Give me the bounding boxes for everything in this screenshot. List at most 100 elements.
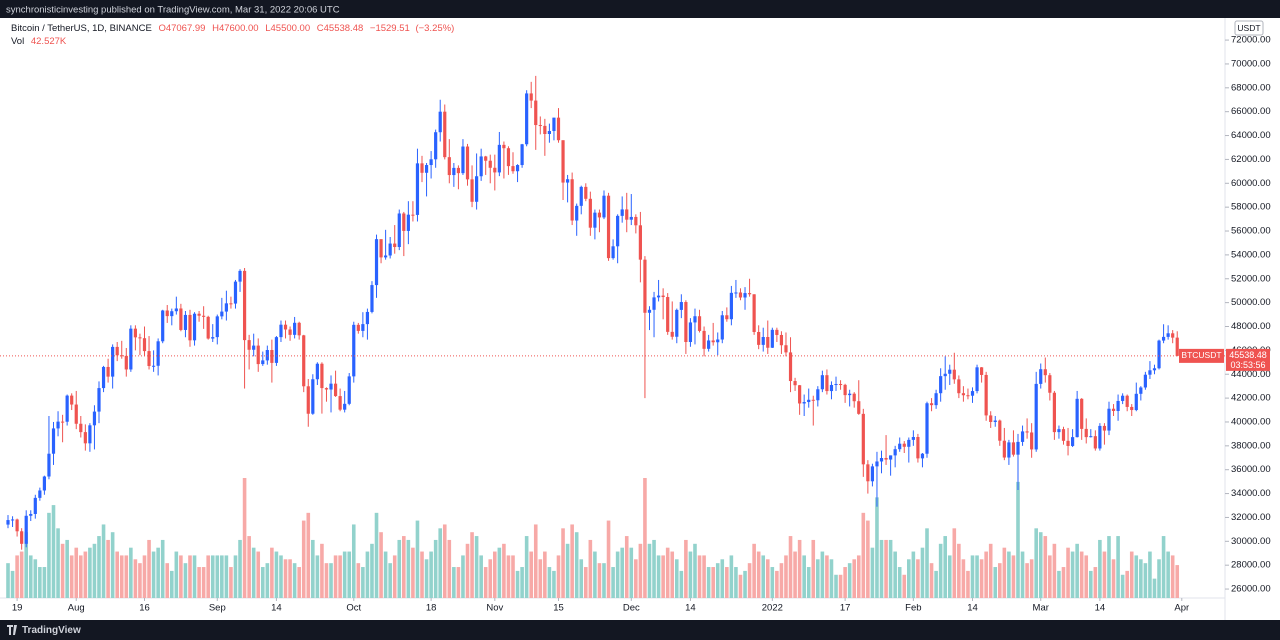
- x-tick-label: Apr: [1174, 603, 1189, 614]
- volume-bar: [51, 505, 56, 598]
- candle-body: [534, 100, 538, 126]
- y-tick-label: 60000.00: [1231, 178, 1271, 189]
- candle-body: [61, 421, 65, 423]
- candle-body: [302, 335, 306, 387]
- volume-bar: [1120, 574, 1125, 598]
- candle-body: [170, 311, 174, 317]
- volume-bar: [652, 539, 656, 598]
- candle-body: [484, 156, 488, 161]
- volume-bar: [1175, 565, 1180, 598]
- candle-body: [593, 212, 597, 228]
- candle-body: [424, 165, 429, 173]
- volume-bar: [1098, 539, 1102, 598]
- volume-bar: [593, 551, 597, 598]
- volume-bar: [65, 539, 69, 598]
- volume-bar: [897, 567, 902, 598]
- candle-body: [233, 281, 238, 304]
- volume-bar: [907, 559, 911, 598]
- candle-body: [388, 243, 392, 256]
- volume-bar: [574, 532, 579, 598]
- y-tick-label: 30000.00: [1231, 536, 1271, 547]
- volume-bar: [147, 539, 151, 598]
- candle-body: [798, 385, 802, 404]
- currency-box[interactable]: [1234, 20, 1264, 36]
- volume-bar: [702, 555, 706, 598]
- volume-bar: [634, 559, 638, 598]
- candle-body: [729, 292, 733, 320]
- volume-bar: [288, 559, 292, 598]
- volume-bar: [174, 551, 179, 598]
- volume-bar: [47, 512, 51, 598]
- volume-bar: [424, 559, 429, 598]
- volume-bar: [656, 555, 661, 598]
- volume-bar: [952, 528, 957, 598]
- volume-bar: [638, 543, 643, 598]
- candle-body: [315, 363, 319, 380]
- volume-bar: [320, 543, 324, 598]
- volume-bar: [292, 563, 297, 598]
- x-tick-label: 14: [1095, 603, 1106, 614]
- volume-bar: [101, 524, 106, 598]
- candle-body: [456, 167, 461, 174]
- candle-body: [47, 453, 51, 477]
- candle-body: [1070, 437, 1075, 446]
- volume-bar: [297, 567, 301, 598]
- volume-bar: [825, 555, 829, 598]
- volume-bar: [160, 539, 165, 598]
- volume-bar: [1102, 551, 1107, 598]
- candle-body: [738, 292, 743, 298]
- candle-body: [1007, 442, 1011, 458]
- volume-bar: [370, 543, 374, 598]
- volume-bar: [165, 563, 170, 598]
- volume-bar: [83, 551, 88, 598]
- volume-bar: [547, 567, 552, 598]
- candle-body: [142, 338, 147, 352]
- volume-bar: [106, 539, 110, 598]
- candle-body: [666, 297, 670, 332]
- volume-bar: [706, 567, 711, 598]
- volume-bar: [988, 543, 993, 598]
- volume-bar: [247, 536, 251, 598]
- candle-body: [939, 376, 943, 394]
- y-tick-label: 52000.00: [1231, 273, 1271, 284]
- volume-bar: [688, 551, 693, 598]
- candle-body: [15, 519, 19, 532]
- candle-body: [347, 376, 351, 404]
- volume-bar: [893, 551, 897, 598]
- candle-body: [1107, 408, 1111, 431]
- volume-bar: [133, 559, 138, 598]
- volume-bar: [966, 570, 970, 598]
- candle-body: [838, 384, 843, 386]
- y-tick-label: 32000.00: [1231, 512, 1271, 523]
- volume-bar: [606, 520, 611, 598]
- candle-body: [543, 125, 547, 134]
- volume-bar: [347, 551, 352, 598]
- volume-bar: [597, 563, 602, 598]
- volume-bar: [351, 524, 356, 598]
- candle-body: [993, 420, 997, 422]
- candle-body: [261, 360, 265, 365]
- candle-body: [893, 449, 897, 456]
- volume-bar: [943, 536, 948, 598]
- volume-bar: [916, 559, 920, 598]
- volume-bar: [151, 551, 156, 598]
- volume-bar: [866, 520, 870, 598]
- volume-bar: [538, 559, 543, 598]
- volume-bar: [1075, 543, 1079, 598]
- candle-body: [547, 131, 551, 134]
- candle-body: [834, 384, 838, 386]
- volume-bar: [1025, 563, 1029, 598]
- candle-body: [1139, 387, 1143, 394]
- volume-bar: [1166, 551, 1170, 598]
- candle-body: [561, 140, 565, 183]
- candle-body: [1134, 393, 1138, 411]
- candle-body: [101, 366, 106, 389]
- top-bar: [0, 0, 1280, 18]
- volume-bar: [511, 555, 515, 598]
- volume-bar: [56, 528, 60, 598]
- currency-label[interactable]: USDT: [1237, 23, 1260, 33]
- candle-body: [51, 428, 56, 454]
- volume-bar: [947, 555, 952, 598]
- volume-bar: [456, 567, 461, 598]
- volume-bar: [1011, 555, 1016, 598]
